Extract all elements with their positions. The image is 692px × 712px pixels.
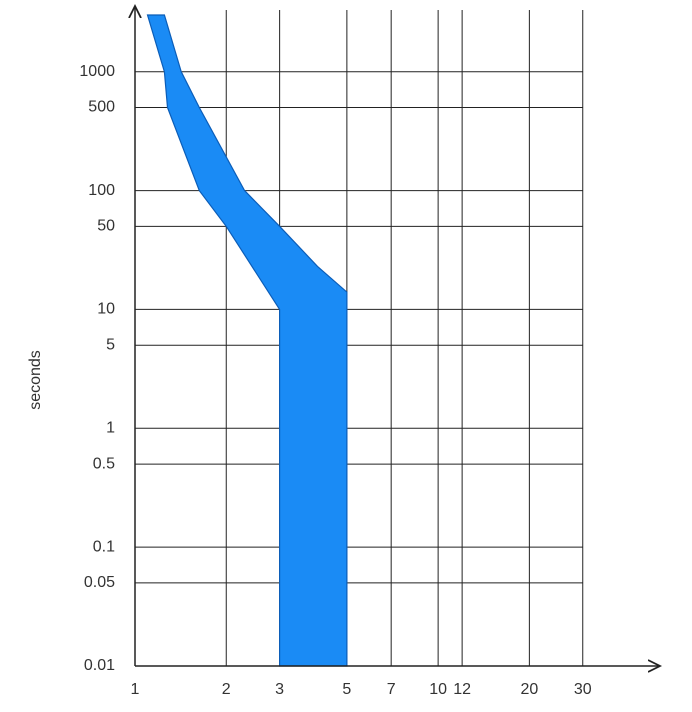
x-tick-label: 10: [429, 681, 447, 698]
x-tick-label: 7: [387, 681, 396, 698]
x-tick-label: 20: [520, 681, 538, 698]
y-axis-label: seconds: [27, 350, 44, 410]
x-tick-label: 3: [275, 681, 284, 698]
y-tick-label: 100: [88, 182, 115, 199]
y-tick-label: 1000: [79, 63, 115, 80]
y-tick-label: 5: [106, 336, 115, 353]
y-tick-label: 0.5: [93, 455, 115, 472]
grid: [134, 10, 584, 667]
y-tick-label: 50: [97, 218, 115, 235]
y-tick-label: 0.05: [84, 574, 115, 591]
x-tick-label: 30: [574, 681, 592, 698]
y-tick-label: 0.01: [84, 657, 115, 674]
y-tick-label: 1: [106, 420, 115, 437]
y-tick-label: 0.1: [93, 538, 115, 555]
marks: [146, 14, 348, 667]
x-tick-label: 2: [222, 681, 231, 698]
y-tick-label: 500: [88, 99, 115, 116]
x-tick-label: 5: [342, 681, 351, 698]
y-tick-label: 10: [97, 301, 115, 318]
band: [146, 14, 348, 667]
labels: 1 2 3 5 7 10 12 20 300.010.050.10.51510501005001…: [79, 63, 591, 698]
x-tick-label: 1: [131, 681, 140, 698]
x-tick-label: 12: [453, 681, 471, 698]
